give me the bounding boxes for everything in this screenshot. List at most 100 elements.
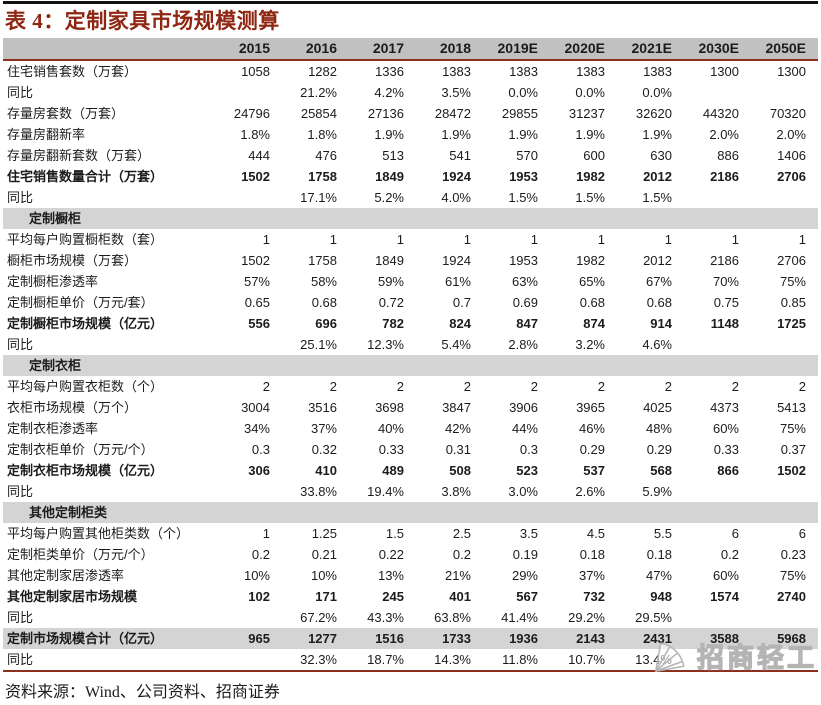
cell: 2 (396, 379, 404, 394)
cell: 42% (444, 421, 471, 436)
cell: 40% (377, 421, 404, 436)
cell (215, 607, 282, 628)
section-row: 其他定制柜类 (3, 502, 818, 523)
table-row: 定制衣柜单价（万元/个） 0.3 0.32 0.33 0.31 0.3 0.29 0.29 0.… (3, 439, 818, 460)
cell: 2186 (710, 253, 739, 268)
cell: 732 (583, 589, 605, 604)
cell: 24796 (233, 106, 270, 121)
row-label: 平均每户购置衣柜数（个） (7, 379, 164, 394)
cell: 444 (248, 148, 270, 163)
cell: 0.33 (378, 442, 404, 457)
row-label: 定制橱柜 (3, 208, 215, 229)
row-label: 其他定制柜类 (3, 502, 215, 523)
cell (416, 355, 483, 376)
cell: 965 (215, 628, 282, 649)
source-line: 资料来源：Wind、公司资料、招商证券 (5, 684, 280, 701)
cell: 0.29 (579, 442, 605, 457)
cell: 2143 (550, 628, 617, 649)
cell: 513 (382, 148, 404, 163)
cell: 1502 (241, 253, 270, 268)
row-label: 同比 (7, 610, 34, 625)
cell (751, 502, 818, 523)
row-label: 定制衣柜 (3, 355, 215, 376)
cell (684, 334, 751, 355)
cell: 2012 (643, 169, 672, 184)
cell: 1.9% (575, 127, 605, 142)
row-label: 橱柜市场规模（万套） (7, 253, 138, 268)
cell (617, 355, 684, 376)
cell: 58% (310, 274, 337, 289)
cell (215, 355, 282, 376)
cell: 1277 (282, 628, 349, 649)
cell: 10.7% (568, 652, 605, 667)
cell: 3004 (241, 400, 270, 415)
cell (684, 82, 751, 103)
cell: 2431 (617, 628, 684, 649)
cell: 1406 (777, 148, 806, 163)
cell (550, 208, 617, 229)
cell: 1300 (777, 64, 806, 79)
cell: 1383 (509, 64, 538, 79)
cell: 0.33 (713, 442, 739, 457)
table-row: 存量房翻新套数（万套） 444 476 513 541 570 600 630 886 1406 (3, 145, 818, 166)
row-label: 存量房套数（万套） (7, 106, 125, 121)
cell (282, 208, 349, 229)
cell (416, 208, 483, 229)
column-header-2019E: 2019E (483, 38, 550, 61)
cell: 1.8% (307, 127, 337, 142)
cell: 25854 (300, 106, 337, 121)
cell: 48% (645, 421, 672, 436)
cell (215, 649, 282, 671)
cell: 3.0% (508, 484, 538, 499)
cell: 2.5 (452, 526, 471, 541)
cell: 3698 (375, 400, 404, 415)
cell: 0.0% (642, 85, 672, 100)
row-label: 定制橱柜单价（万元/套） (7, 295, 154, 310)
cell: 3516 (308, 400, 337, 415)
cell (684, 355, 751, 376)
cell: 556 (248, 316, 270, 331)
table-row: 定制衣柜市场规模（亿元） 306 410 489 508 523 537 568 866 1502 (3, 460, 818, 481)
row-label: 同比 (7, 190, 34, 205)
cell: 866 (717, 463, 739, 478)
table-row: 住宅销售套数（万套） 1058 1282 1336 1383 1383 1383 1383 13… (3, 60, 818, 82)
cell: 0.68 (646, 295, 672, 310)
cell: 0.19 (512, 547, 538, 562)
cell (215, 502, 282, 523)
cell: 1336 (375, 64, 404, 79)
cell: 63.8% (434, 610, 471, 625)
cell: 46% (578, 421, 605, 436)
cell (215, 82, 282, 103)
column-header-2020E: 2020E (550, 38, 617, 61)
cell (215, 187, 282, 208)
cell: 0.68 (311, 295, 337, 310)
cell: 70% (712, 274, 739, 289)
cell: 44320 (702, 106, 739, 121)
cell: 1383 (576, 64, 605, 79)
cell: 1924 (442, 169, 471, 184)
column-header-2017: 2017 (349, 38, 416, 61)
cell: 0.22 (378, 547, 404, 562)
cell (483, 502, 550, 523)
cell: 1 (463, 232, 471, 247)
cell: 0.37 (780, 442, 806, 457)
cell: 171 (315, 589, 337, 604)
cell: 70320 (769, 106, 806, 121)
cell: 1758 (308, 253, 337, 268)
cell: 65% (578, 274, 605, 289)
cell: 0.65 (244, 295, 270, 310)
cell: 1 (731, 232, 739, 247)
table-row: 同比 25.1% 12.3% 5.4% 2.8% 3.2% 4.6% (3, 334, 818, 355)
table-row: 其他定制家居渗透率 10% 10% 13% 21% 29% 37% 47% 60% 75% (3, 565, 818, 586)
cell: 2.6% (575, 484, 605, 499)
table-row: 定制衣柜渗透率 34% 37% 40% 42% 44% 46% 48% 60% 75% (3, 418, 818, 439)
cell: 0.75 (713, 295, 739, 310)
header-corner-cell (3, 38, 215, 61)
cell: 44% (511, 421, 538, 436)
table-row: 定制柜类单价（万元/个） 0.2 0.21 0.22 0.2 0.19 0.18 0.18 0.… (3, 544, 818, 565)
table-row: 同比 21.2% 4.2% 3.5% 0.0% 0.0% 0.0% (3, 82, 818, 103)
cell: 1936 (483, 628, 550, 649)
cell: 1 (597, 232, 605, 247)
cell: 1.8% (240, 127, 270, 142)
table-row: 平均每户购置其他柜类数（个） 1 1.25 1.5 2.5 3.5 4.5 5.5 6 6 (3, 523, 818, 544)
